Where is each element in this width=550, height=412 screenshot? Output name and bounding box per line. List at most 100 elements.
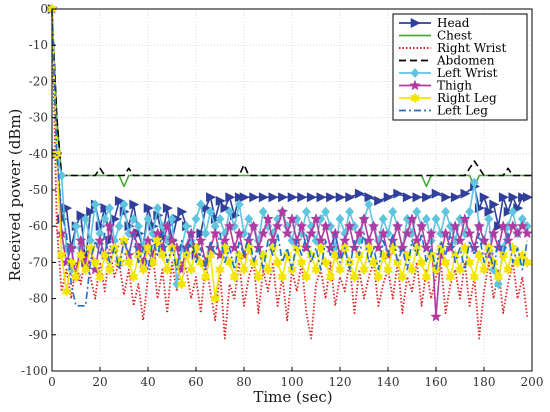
right-leg-point [464,256,475,269]
thigh-point [502,234,514,246]
right-leg-point [474,249,485,261]
y-tick-label: -60 [29,219,48,233]
right-leg-point [90,256,101,269]
thigh-point [257,227,269,239]
right-leg-point [123,256,134,269]
right-leg-point [291,242,302,254]
y-tick-label: -80 [29,292,48,306]
thigh-point [248,220,260,231]
left-wrist-point [191,214,201,224]
right-leg-point [493,271,504,283]
head-point [335,192,346,203]
left-wrist-point [100,214,110,224]
right-leg-point [71,271,81,283]
left-wrist-point [81,214,91,224]
head-point [220,203,231,214]
thigh-point [195,234,207,246]
thigh-line [51,8,528,318]
right-leg-point [229,271,240,283]
head-point [354,188,365,199]
thigh-point [89,263,101,275]
head-point [297,192,308,203]
thigh-point [483,249,495,260]
right-leg-point [171,256,182,269]
right-leg-point [445,271,456,283]
left-wrist-point [181,221,191,232]
x-tick-label: 140 [377,375,400,389]
left-wrist-point [133,221,143,232]
right-leg-point [61,285,72,298]
thigh-point [262,213,274,224]
thigh-point [305,227,317,239]
right-wrist-line [51,8,529,340]
thigh-point [512,227,524,239]
thigh-point [310,213,322,224]
thigh-point [368,220,380,231]
head-point [206,192,217,203]
right-leg-point [455,263,465,276]
right-leg-point [277,271,288,283]
head-point [114,195,125,206]
y-tick-label: 0 [40,2,48,16]
right-leg-point [397,271,408,283]
right-leg-point [95,271,105,283]
left-wrist-point [421,214,431,224]
right-leg-point [325,271,336,283]
left-wrist-point [153,203,163,214]
left-wrist-point [484,214,494,224]
legend-label-right-wrist: Right Wrist [437,41,506,55]
y-tick-label: -20 [29,74,48,88]
left-wrist-point [465,206,475,217]
thigh-point [272,220,284,231]
head-point [489,199,500,210]
legend-marker-right-leg [410,92,420,104]
thigh-point [233,227,245,239]
right-leg-point [215,263,225,276]
thigh-point [104,220,116,231]
series-left-leg [51,8,528,307]
head-point [364,192,375,203]
right-leg-point [210,292,221,305]
head-point [508,192,519,203]
series-right-wrist [51,8,529,340]
right-leg-point [248,256,259,269]
left-wrist-point [321,206,331,217]
series-layer [46,3,533,340]
thigh-point [161,220,173,231]
head-point [76,210,87,221]
left-wrist-point [215,214,225,224]
right-leg-point [315,242,326,254]
legend-label-chest: Chest [437,29,472,43]
thigh-point [358,213,370,224]
left-wrist-point [90,199,100,210]
right-leg-point [459,242,470,254]
head-point [494,221,505,232]
x-tick-label: 180 [473,375,496,389]
head-point [177,206,188,217]
left-wrist-point [431,214,441,224]
right-leg-point [138,263,149,276]
head-point [402,192,413,203]
left-wrist-point [196,199,206,210]
right-leg-point [440,256,451,269]
right-leg-point [435,242,446,254]
right-leg-point [344,256,355,269]
thigh-point [281,227,293,239]
thigh-point [473,220,485,231]
thigh-point [507,220,519,231]
thigh-point [435,249,447,260]
left-wrist-point [205,206,215,217]
head-point [239,192,250,203]
thigh-point [344,220,356,231]
right-leg-point [359,263,369,276]
thigh-point [464,227,476,239]
head-point [306,192,317,203]
right-leg-point [296,256,307,269]
head-point [129,199,140,210]
right-leg-point [320,256,331,269]
head-point [326,192,337,203]
x-tick-label: 60 [188,375,203,389]
left-wrist-point [234,199,244,210]
